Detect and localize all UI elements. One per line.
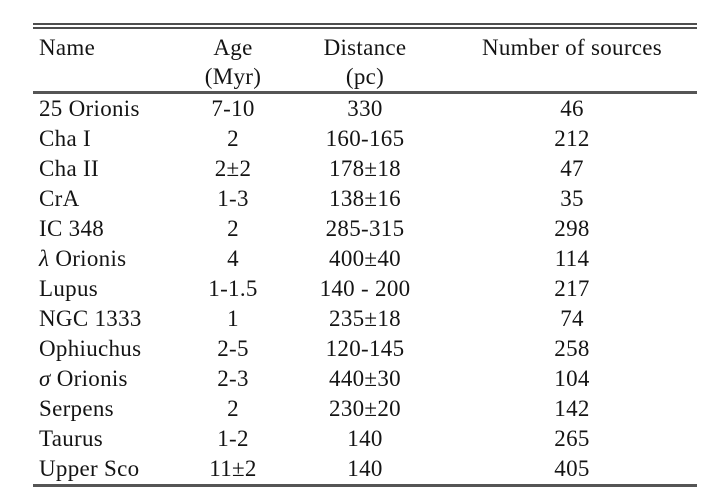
cell-sources: 47 xyxy=(560,156,584,181)
cell-age: 7-10 xyxy=(211,96,255,121)
cell-age: 2-3 xyxy=(217,366,249,391)
table-row: λ Orionis 4 400±40 114 xyxy=(33,244,697,274)
column-header-distance: Distance xyxy=(323,34,407,60)
column-header-name: Name xyxy=(39,34,96,60)
top-rule-lower xyxy=(33,27,697,29)
cell-sources: 405 xyxy=(554,456,590,481)
cell-name: 25 Orionis xyxy=(39,96,140,121)
column-unit-distance: (pc) xyxy=(345,63,385,89)
column-unit-sources xyxy=(447,62,697,91)
greek-letter: σ xyxy=(39,366,51,391)
table-row: Ophiuchus 2-5 120-145 258 xyxy=(33,334,697,364)
cell-sources: 217 xyxy=(554,276,590,301)
top-rule-upper xyxy=(33,23,697,25)
table-row: CrA 1-3 138±16 35 xyxy=(33,184,697,214)
cell-distance: 285-315 xyxy=(325,216,405,241)
cell-sources: 74 xyxy=(560,306,584,331)
cell-name: λ Orionis xyxy=(39,246,127,271)
cell-sources: 265 xyxy=(554,426,590,451)
cell-sources: 104 xyxy=(554,366,590,391)
cell-age: 1-3 xyxy=(217,186,249,211)
cell-distance: 400±40 xyxy=(329,246,401,271)
cell-distance: 140 xyxy=(347,456,383,481)
cell-sources: 35 xyxy=(560,186,584,211)
table-row: Lupus 1-1.5 140 - 200 217 xyxy=(33,274,697,304)
cell-age: 2 xyxy=(227,126,239,151)
header-row-units: (Myr) (pc) xyxy=(33,62,697,91)
cell-name: Cha II xyxy=(39,156,99,181)
cell-name: IC 348 xyxy=(39,216,105,241)
cell-age: 1-2 xyxy=(217,426,249,451)
table-row: Upper Sco 11±2 140 405 xyxy=(33,454,697,484)
cell-sources: 142 xyxy=(554,396,590,421)
cell-sources: 258 xyxy=(554,336,590,361)
cell-name: Cha I xyxy=(39,126,91,151)
cell-distance: 138±16 xyxy=(329,186,401,211)
cell-sources: 114 xyxy=(554,246,590,271)
table-row: IC 348 2 285-315 298 xyxy=(33,214,697,244)
column-unit-age: (Myr) xyxy=(204,63,262,89)
cell-age: 2 xyxy=(227,396,239,421)
cell-name: Serpens xyxy=(39,396,114,421)
data-table: Name Age Distance Number of sources (Myr… xyxy=(33,23,697,487)
cell-age: 1 xyxy=(227,306,239,331)
bottom-rule xyxy=(33,484,697,487)
column-header-age: Age xyxy=(213,34,253,60)
cell-distance: 120-145 xyxy=(325,336,405,361)
cell-name: Taurus xyxy=(39,426,104,451)
cell-age: 2 xyxy=(227,216,239,241)
cell-age: 4 xyxy=(227,246,239,271)
header-separator-rule xyxy=(33,91,697,94)
cell-distance: 440±30 xyxy=(329,366,401,391)
greek-letter: λ xyxy=(39,246,50,271)
table-row: Cha II 2±2 178±18 47 xyxy=(33,154,697,184)
table-row: Cha I 2 160-165 212 xyxy=(33,124,697,154)
cell-name: NGC 1333 xyxy=(39,306,142,331)
cell-name: Lupus xyxy=(39,276,98,301)
cell-sources: 46 xyxy=(560,96,584,121)
cell-distance: 230±20 xyxy=(329,396,401,421)
cell-sources: 298 xyxy=(554,216,590,241)
table-body: 25 Orionis 7-10 330 46 Cha I 2 160-165 2… xyxy=(33,94,697,484)
cell-distance: 178±18 xyxy=(329,156,401,181)
cell-age: 2-5 xyxy=(217,336,249,361)
table-row: Taurus 1-2 140 265 xyxy=(33,424,697,454)
cell-distance: 160-165 xyxy=(325,126,405,151)
table-row: 25 Orionis 7-10 330 46 xyxy=(33,94,697,124)
column-unit-name xyxy=(33,62,183,91)
cell-sources: 212 xyxy=(554,126,590,151)
top-rule-gap xyxy=(33,25,697,27)
cell-distance: 235±18 xyxy=(329,306,401,331)
table-row: σ Orionis 2-3 440±30 104 xyxy=(33,364,697,394)
cell-distance: 140 - 200 xyxy=(319,276,411,301)
cell-age: 11±2 xyxy=(209,456,257,481)
cell-age: 1-1.5 xyxy=(208,276,258,301)
table-row: Serpens 2 230±20 142 xyxy=(33,394,697,424)
cell-name: σ Orionis xyxy=(39,366,128,391)
cell-distance: 140 xyxy=(347,426,383,451)
cell-distance: 330 xyxy=(347,96,383,121)
table-header: Name Age Distance Number of sources (Myr… xyxy=(33,33,697,91)
cell-name: Upper Sco xyxy=(39,456,140,481)
header-row-labels: Name Age Distance Number of sources xyxy=(33,33,697,62)
column-header-sources: Number of sources xyxy=(481,34,663,60)
cell-name: CrA xyxy=(39,186,80,211)
cell-age: 2±2 xyxy=(214,156,252,181)
table-row: NGC 1333 1 235±18 74 xyxy=(33,304,697,334)
cell-name: Ophiuchus xyxy=(39,336,142,361)
